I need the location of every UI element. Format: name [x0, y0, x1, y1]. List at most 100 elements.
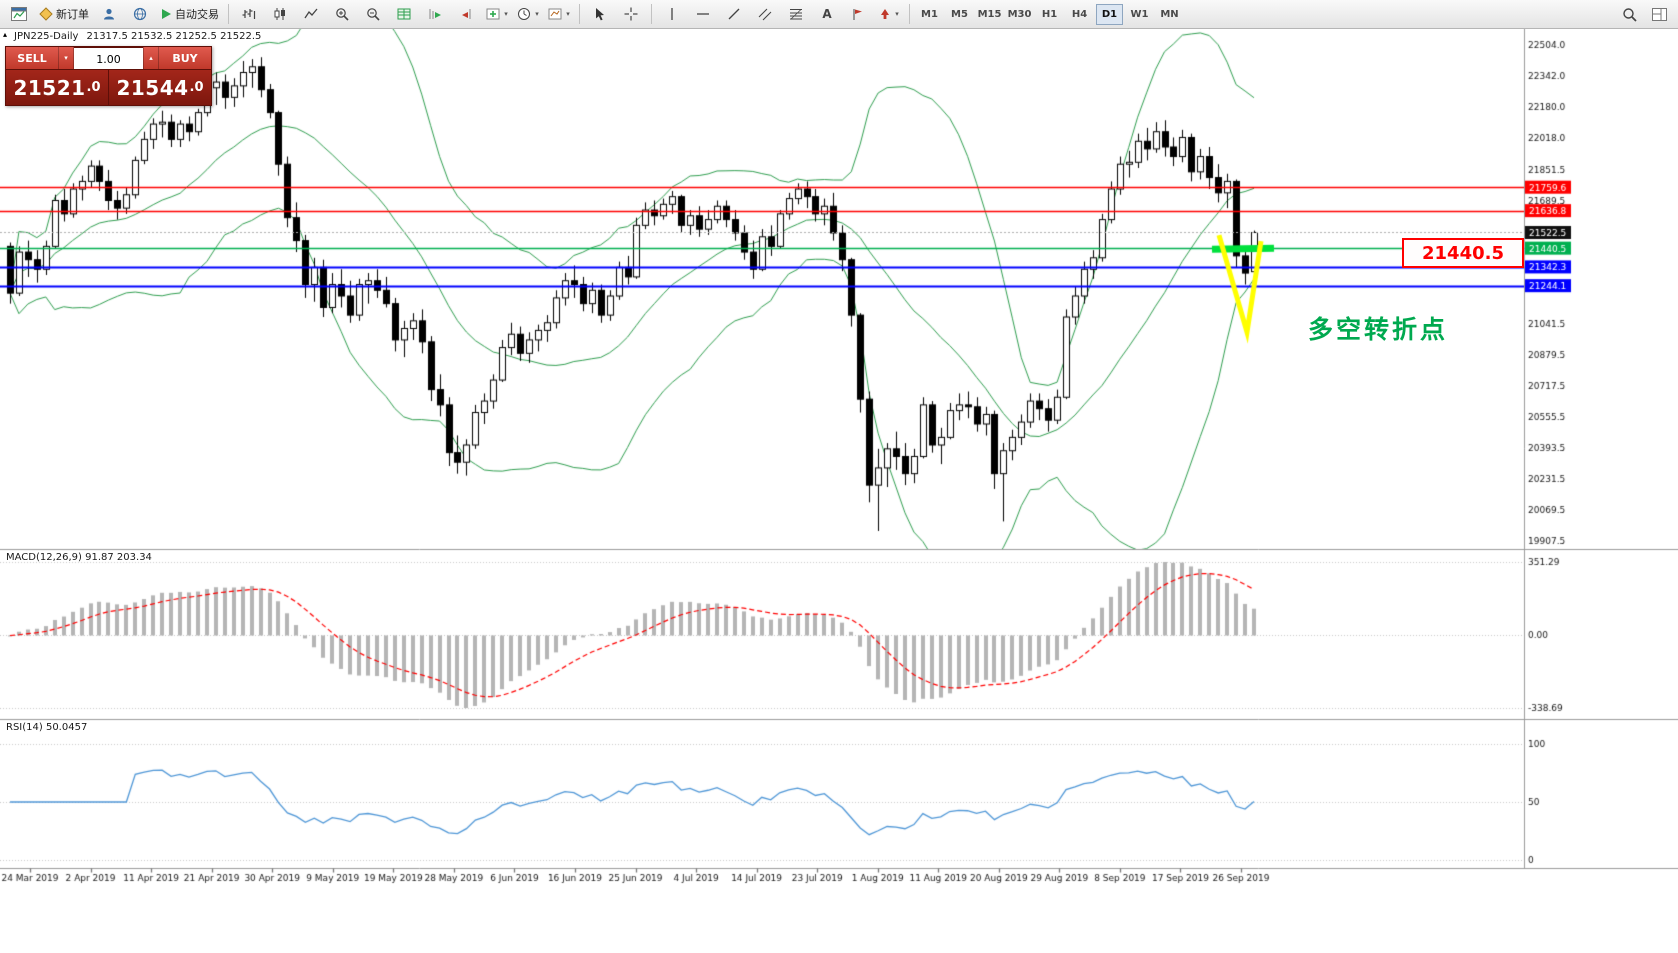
buy-button[interactable]: BUY: [159, 47, 211, 69]
chart-collapse-icon[interactable]: ▴: [3, 30, 8, 39]
new-order-icon: [39, 7, 53, 21]
sell-price-frac: .0: [86, 80, 101, 95]
autotrading-label: 自动交易: [175, 8, 219, 21]
vertical-line-tool-button[interactable]: [657, 2, 687, 26]
chart-window-icon: [11, 7, 27, 21]
rsi-indicator-label: RSI(14) 50.0457: [6, 722, 88, 733]
vertical-line-icon: [671, 8, 673, 20]
autotrading-button[interactable]: 自动交易: [156, 2, 223, 26]
search-button[interactable]: [1614, 2, 1644, 26]
trendline-icon: [728, 8, 740, 20]
chart-shift-icon: [462, 9, 471, 19]
turning-point-annotation: 多空转折点: [1308, 315, 1449, 344]
bar-chart-icon: [242, 9, 256, 19]
sell-dropdown-icon[interactable]: ▾: [58, 47, 74, 69]
macd-indicator-label: MACD(12,26,9) 91.87 203.34: [6, 552, 152, 563]
sell-price-main: 21521: [13, 75, 86, 100]
timeframe-m15-button[interactable]: M15: [977, 8, 1002, 20]
auto-scroll-button[interactable]: [420, 2, 450, 26]
one-click-trade-panel: SELL ▾ ▴ BUY 21521 .0 21544 .0: [5, 46, 212, 106]
profiles-icon: [104, 8, 114, 20]
buy-price-frac: .0: [189, 80, 204, 95]
toolbar-separator: [579, 4, 580, 24]
timeframe-h4-button[interactable]: H4: [1071, 8, 1088, 20]
text-label-icon: [853, 8, 862, 20]
periods-clock-icon: [518, 8, 531, 20]
chart-template-icon: [548, 8, 562, 20]
add-indicator-button[interactable]: ▾: [482, 2, 512, 26]
text-label-tool-button[interactable]: [843, 2, 873, 26]
panels-icon: [1651, 7, 1667, 21]
buy-price[interactable]: 21544 .0: [109, 70, 211, 105]
table-grid-icon: [397, 8, 411, 20]
autotrading-play-icon: [162, 9, 171, 19]
horizontal-line-tool-button[interactable]: [688, 2, 718, 26]
bar-chart-button[interactable]: [234, 2, 264, 26]
channel-tool-button[interactable]: [750, 2, 780, 26]
text-tool-icon: A: [822, 7, 832, 21]
chart-header: JPN225-Daily 21317.5 21532.5 21252.5 215…: [14, 31, 261, 42]
chart-shift-button[interactable]: [451, 2, 481, 26]
community-button[interactable]: [125, 2, 155, 26]
horizontal-line-icon: [697, 13, 709, 15]
add-indicator-icon: [486, 8, 500, 20]
add-indicator-dropdown-icon[interactable]: ▾: [504, 10, 508, 18]
fibonacci-tool-button[interactable]: [781, 2, 811, 26]
toolbar-separator: [228, 4, 229, 24]
crosshair-tool-button[interactable]: [616, 2, 646, 26]
profiles-button[interactable]: [94, 2, 124, 26]
chart-ohlc-label: 21317.5 21532.5 21252.5 21522.5: [86, 31, 262, 42]
buy-price-main: 21544: [116, 75, 189, 100]
template-dropdown-icon[interactable]: ▾: [566, 10, 570, 18]
line-chart-button[interactable]: [296, 2, 326, 26]
sell-price[interactable]: 21521 .0: [6, 70, 108, 105]
candlestick-chart-icon: [274, 8, 285, 20]
timeframe-mn-button[interactable]: MN: [1160, 8, 1179, 20]
cursor-tool-button[interactable]: [585, 2, 615, 26]
arrow-object-dropdown-icon[interactable]: ▾: [895, 10, 899, 18]
cursor-icon: [596, 8, 604, 21]
toolbar-right-group: [1614, 2, 1674, 26]
periods-button[interactable]: ▾: [513, 2, 543, 26]
new-order-label: 新订单: [56, 8, 89, 21]
timeframe-m30-button[interactable]: M30: [1007, 8, 1032, 20]
volume-input[interactable]: [74, 49, 143, 70]
equidistant-channel-icon: [758, 8, 772, 21]
timeframe-h1-button[interactable]: H1: [1041, 8, 1058, 20]
trendline-tool-button[interactable]: [719, 2, 749, 26]
price-callout-annotation: 21440.5: [1402, 238, 1524, 268]
trade-panel-divider: [108, 70, 109, 105]
sell-button[interactable]: SELL: [6, 47, 58, 69]
arrow-object-icon: [881, 9, 890, 19]
zoom-in-icon: [336, 8, 349, 21]
globe-icon: [133, 7, 147, 21]
line-chart-icon: [304, 8, 318, 19]
crosshair-icon: [624, 7, 638, 21]
timeframe-d1-button[interactable]: D1: [1096, 3, 1123, 25]
zoom-out-button[interactable]: [358, 2, 388, 26]
periods-dropdown-icon[interactable]: ▾: [535, 10, 539, 18]
toolbar-separator: [651, 4, 652, 24]
timeframe-m5-button[interactable]: M5: [951, 8, 968, 20]
panels-button[interactable]: [1644, 2, 1674, 26]
candlestick-chart-button[interactable]: [265, 2, 295, 26]
zoom-out-icon: [367, 8, 380, 21]
toolbar-separator: [909, 4, 910, 24]
trade-panel-controls: SELL ▾ ▴ BUY: [6, 47, 211, 70]
arrow-object-tool-button[interactable]: ▾: [874, 2, 904, 26]
new-order-button[interactable]: 新订单: [35, 2, 93, 26]
main-toolbar: 新订单 自动交易 ▾ ▾ ▾: [0, 0, 1678, 29]
auto-scroll-icon: [429, 9, 441, 19]
fibonacci-retracement-icon: [790, 9, 802, 20]
text-tool-button[interactable]: A: [812, 2, 842, 26]
chart-symbol-label: JPN225-Daily: [14, 31, 79, 42]
zoom-in-button[interactable]: [327, 2, 357, 26]
timeframe-m1-button[interactable]: M1: [921, 8, 938, 20]
table-grid-button[interactable]: [389, 2, 419, 26]
chart-window-button[interactable]: [4, 2, 34, 26]
volume-stepper-icon[interactable]: ▴: [143, 47, 159, 69]
search-icon: [1622, 7, 1637, 22]
template-button[interactable]: ▾: [544, 2, 574, 26]
timeframe-w1-button[interactable]: W1: [1130, 8, 1149, 20]
